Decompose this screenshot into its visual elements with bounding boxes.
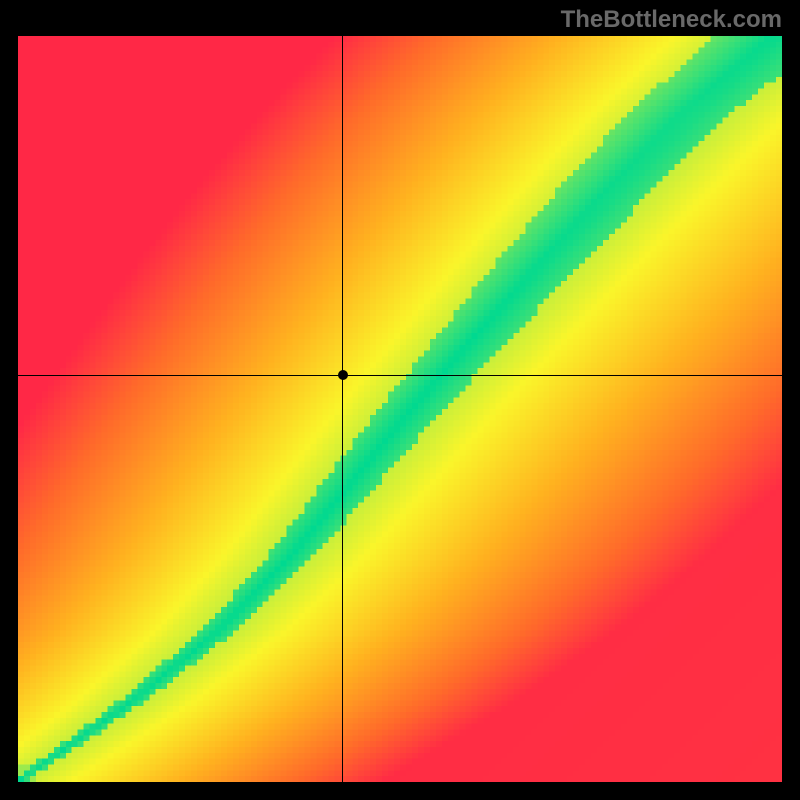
heatmap-plot bbox=[18, 36, 782, 782]
watermark-text: TheBottleneck.com bbox=[561, 6, 782, 34]
chart-frame: TheBottleneck.com bbox=[0, 0, 800, 800]
crosshair-horizontal bbox=[18, 375, 782, 376]
heatmap-canvas bbox=[18, 36, 782, 782]
crosshair-vertical bbox=[342, 36, 343, 782]
